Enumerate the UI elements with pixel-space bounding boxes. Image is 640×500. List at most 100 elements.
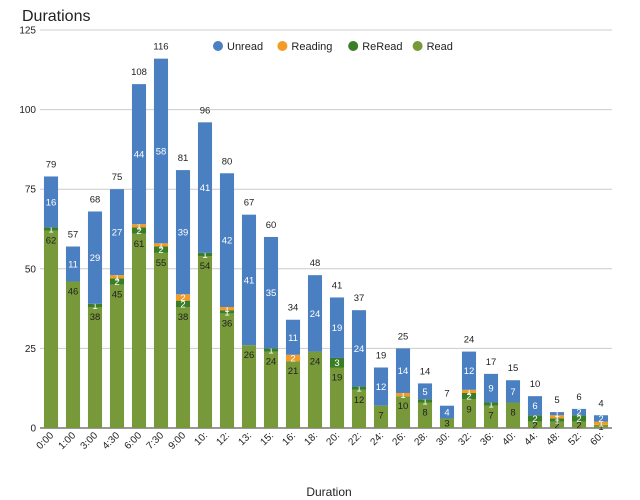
data-label: 62: [46, 236, 57, 247]
data-label: 41: [200, 183, 211, 194]
bar-segment-reread: [263, 348, 279, 352]
x-tick-label: 7:30: [145, 430, 167, 452]
total-label: 10: [530, 379, 541, 390]
legend-label-reading: Reading: [291, 41, 332, 53]
x-tick-label: 1:00: [57, 430, 79, 452]
data-label: 1: [356, 384, 361, 395]
bar-segment-read: [549, 421, 565, 428]
bar-segment-reread: [461, 392, 477, 400]
data-label: 1: [224, 307, 229, 318]
data-label: 36: [222, 318, 233, 329]
bar-segment-unread: [65, 246, 81, 282]
bar-segment-read: [285, 361, 301, 428]
data-label: 1: [554, 412, 559, 423]
data-label: 24: [310, 309, 321, 320]
bar-segment-unread: [175, 170, 191, 295]
data-label: 61: [134, 239, 145, 250]
bar-segment-read: [505, 402, 521, 428]
data-label: 35: [266, 288, 277, 299]
bar-segment-reading: [549, 415, 565, 419]
total-label: 96: [200, 105, 211, 116]
data-label: 8: [422, 408, 427, 419]
bar-segment-read: [65, 281, 81, 428]
data-label: 38: [178, 312, 189, 323]
bar-segment-reread: [351, 386, 367, 390]
data-label: 1: [598, 422, 603, 433]
legend-label-read: Read: [427, 41, 453, 53]
y-tick-label: 125: [19, 26, 36, 37]
legend-marker-reading: [277, 41, 288, 51]
bar-segment-reading: [109, 275, 125, 279]
data-label: 12: [376, 382, 387, 393]
bar-segment-reread: [153, 246, 169, 253]
bar-segment-read: [571, 421, 587, 428]
bar-segment-unread: [307, 275, 323, 352]
data-label: 3: [334, 358, 339, 369]
legend-marker-reread: [348, 41, 359, 51]
x-tick-label: 16:: [281, 430, 299, 448]
bar-segment-read: [329, 367, 345, 428]
bar-segment-read: [175, 307, 191, 428]
bar-segment-read: [219, 313, 235, 428]
x-tick-label: 36:: [479, 430, 497, 448]
total-label: 48: [310, 258, 321, 269]
bar-segment-reread: [197, 252, 213, 257]
total-label: 19: [376, 351, 387, 362]
total-label: 15: [508, 363, 519, 374]
data-label: 1: [268, 345, 273, 356]
bar-segment-reading: [461, 389, 477, 393]
bar-segment-reread: [175, 300, 191, 308]
data-label: 9: [466, 404, 471, 415]
data-label: 10: [398, 401, 409, 412]
x-tick-label: 3:00: [79, 430, 101, 452]
data-label: 1: [422, 396, 427, 407]
total-label: 14: [420, 366, 431, 377]
total-label: 79: [46, 159, 57, 170]
bar-segment-reread: [417, 399, 433, 403]
bar-segment-unread: [131, 84, 147, 225]
bar-segment-reread: [109, 278, 125, 285]
bar-segment-unread: [571, 408, 587, 416]
data-label: 45: [112, 290, 123, 301]
data-label: 24: [354, 344, 365, 355]
data-label: 1: [48, 225, 53, 236]
x-tick-label: 22:: [347, 430, 365, 448]
data-label: 1: [92, 301, 97, 312]
x-tick-label: 28:: [413, 430, 431, 448]
x-tick-label: 52:: [567, 430, 585, 448]
data-label: 58: [156, 146, 167, 157]
bar-segment-unread: [241, 214, 257, 346]
data-label: 3: [444, 419, 449, 430]
data-label: 2: [598, 414, 603, 425]
total-label: 67: [244, 198, 255, 209]
legend-label-reread: ReRead: [362, 41, 402, 53]
total-label: 7: [444, 389, 449, 400]
data-label: 2: [136, 226, 141, 237]
data-label: 24: [310, 357, 321, 368]
total-label: 37: [354, 293, 365, 304]
bar-segment-reread: [329, 357, 345, 368]
data-label: 4: [444, 408, 449, 419]
data-label: 24: [266, 357, 277, 368]
bar-segment-unread: [439, 405, 455, 419]
bar-segment-read: [131, 233, 147, 428]
bar-segment-read: [417, 402, 433, 428]
total-label: 116: [153, 42, 168, 53]
total-label: 6: [576, 392, 581, 403]
data-label: 41: [244, 275, 255, 286]
total-label: 75: [112, 172, 123, 183]
bar-segment-unread: [329, 297, 345, 358]
bar-segment-unread: [43, 176, 59, 228]
data-label: 14: [398, 366, 409, 377]
data-label: 1: [466, 387, 471, 398]
x-tick-label: 13:: [237, 430, 255, 448]
data-label: 39: [178, 228, 189, 239]
data-label: 1: [158, 240, 163, 251]
bar-segment-reading: [395, 392, 411, 397]
bar-segment-read: [109, 284, 125, 428]
bars: 6211679461157381296845212775612144108552…: [43, 42, 609, 433]
bar-segment-read: [593, 424, 609, 428]
x-tick-label: 12:: [215, 430, 233, 448]
bar-segment-unread: [219, 173, 235, 308]
